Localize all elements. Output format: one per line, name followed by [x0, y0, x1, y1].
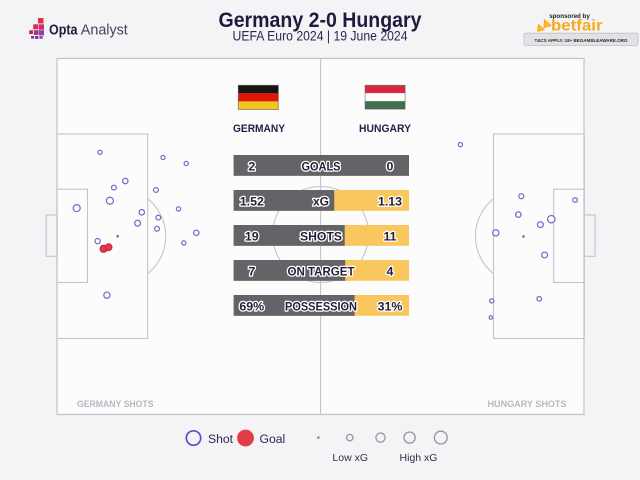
- svg-text:sponsored by: sponsored by: [549, 13, 590, 20]
- svg-text:UEFA Euro 2024 | 19 June 2024: UEFA Euro 2024 | 19 June 2024: [233, 29, 408, 44]
- svg-text:0: 0: [387, 159, 394, 173]
- svg-text:1.13: 1.13: [378, 194, 402, 208]
- svg-text:betfair: betfair: [551, 18, 603, 35]
- svg-text:31%: 31%: [378, 299, 403, 313]
- svg-text:11: 11: [383, 229, 396, 243]
- svg-text:POSSESSION: POSSESSION: [285, 299, 357, 313]
- svg-text:GOALS: GOALS: [302, 159, 341, 173]
- svg-text:Opta: Opta: [49, 22, 78, 38]
- svg-text:HUNGARY SHOTS: HUNGARY SHOTS: [488, 399, 567, 409]
- svg-text:SHOTS: SHOTS: [300, 229, 342, 243]
- svg-text:High xG: High xG: [400, 452, 438, 464]
- svg-text:GERMANY: GERMANY: [233, 123, 286, 135]
- svg-text:xG: xG: [313, 194, 329, 208]
- svg-text:Germany 2-0 Hungary: Germany 2-0 Hungary: [219, 8, 422, 32]
- svg-text:HUNGARY: HUNGARY: [359, 123, 412, 135]
- svg-text:69%: 69%: [239, 299, 264, 313]
- svg-text:1.52: 1.52: [240, 194, 264, 208]
- svg-text:7: 7: [248, 264, 255, 278]
- svg-text:Analyst: Analyst: [81, 22, 128, 38]
- svg-text:4: 4: [387, 264, 394, 278]
- svg-text:Goal: Goal: [260, 432, 286, 446]
- svg-text:Shot: Shot: [208, 432, 234, 446]
- svg-text:GERMANY SHOTS: GERMANY SHOTS: [77, 399, 154, 409]
- svg-text:Low xG: Low xG: [332, 452, 368, 464]
- svg-text:2: 2: [248, 159, 255, 173]
- svg-text:ON TARGET: ON TARGET: [288, 264, 356, 278]
- svg-text:19: 19: [245, 229, 259, 243]
- svg-text:T&CS APPLY. 18+ BEGAMBLEAWARE.: T&CS APPLY. 18+ BEGAMBLEAWARE.ORG: [535, 38, 628, 43]
